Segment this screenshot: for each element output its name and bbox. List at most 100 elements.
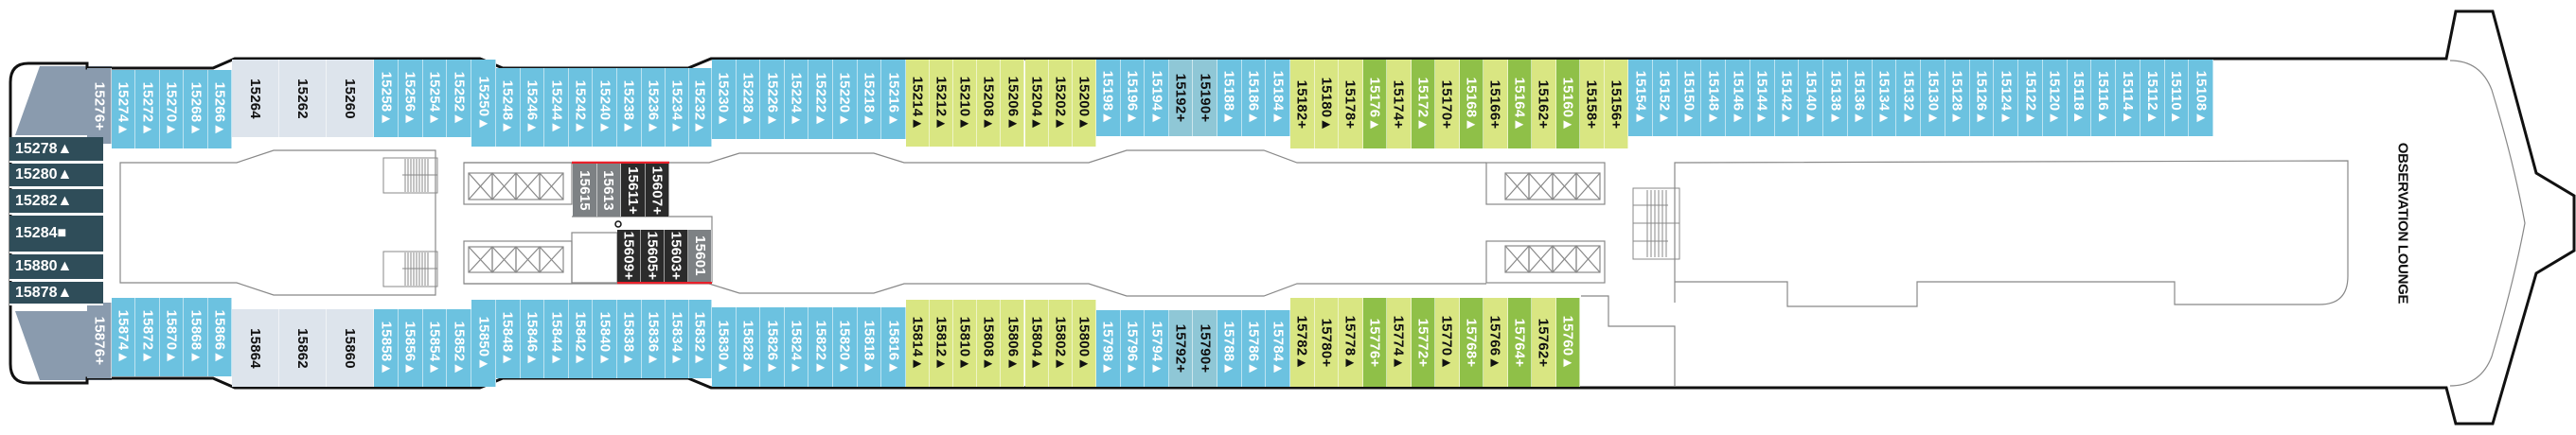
cabin-15218[interactable]: 15218▲ [857,60,882,139]
cabin-15250[interactable]: 15250▲ [471,60,496,147]
cabin-15206[interactable]: 15206▲ [1001,60,1025,147]
cabin-15280[interactable]: 15280▲ [9,164,103,188]
cabin-15188[interactable]: 15188▲ [1217,60,1242,136]
cabin-15202[interactable]: 15202▲ [1048,60,1073,147]
cabin-15814[interactable]: 15814▲ [906,300,931,387]
cabin-15162[interactable]: 15162+ [1532,60,1556,148]
cabin-15268[interactable]: 15268▲ [184,70,208,148]
cabin-15860[interactable]: 15860 [327,309,374,387]
cabin-15766[interactable]: 15766▲ [1483,298,1508,387]
cabin-15178[interactable]: 15178+ [1339,60,1363,148]
cabin-15228[interactable]: 15228▲ [736,60,761,139]
cabin-15782[interactable]: 15782▲ [1290,298,1315,387]
cabin-15808[interactable]: 15808▲ [977,300,1002,387]
cabin-15276[interactable]: 15276+ [87,68,112,144]
cabin-15130[interactable]: 15130▲ [1921,60,1945,136]
cabin-15880[interactable]: 15880▲ [9,254,103,281]
cabin-15842[interactable]: 15842▲ [568,300,594,378]
cabin-15788[interactable]: 15788▲ [1217,310,1242,387]
cabin-15248[interactable]: 15248▲ [496,68,521,147]
cabin-15260[interactable]: 15260 [327,60,374,137]
cabin-15150[interactable]: 15150▲ [1677,60,1702,136]
cabin-15810[interactable]: 15810▲ [953,300,978,387]
cabin-15116[interactable]: 15116▲ [2091,60,2116,136]
cabin-15134[interactable]: 15134▲ [1872,60,1897,136]
cabin-15196[interactable]: 15196▲ [1120,60,1146,136]
cabin-15232[interactable]: 15232▲ [688,68,712,147]
cabin-15182[interactable]: 15182+ [1290,60,1315,148]
cabin-15828[interactable]: 15828▲ [736,307,761,387]
cabin-15114[interactable]: 15114▲ [2116,60,2141,136]
cabin-15258[interactable]: 15258▲ [374,60,399,137]
cabin-15266[interactable]: 15266▲ [207,70,232,148]
cabin-15192[interactable]: 15192+ [1168,60,1194,136]
cabin-15272[interactable]: 15272▲ [135,70,160,148]
cabin-15246[interactable]: 15246▲ [520,68,545,147]
cabin-15124[interactable]: 15124▲ [1994,60,2018,136]
cabin-15236[interactable]: 15236▲ [641,68,666,147]
cabin-15776[interactable]: 15776+ [1362,298,1387,387]
cabin-15824[interactable]: 15824▲ [784,307,809,387]
cabin-15818[interactable]: 15818▲ [857,307,882,387]
cabin-15176[interactable]: 15176▲ [1362,60,1387,148]
cabin-15844[interactable]: 15844▲ [544,300,569,378]
cabin-15174[interactable]: 15174+ [1387,60,1412,148]
cabin-15230[interactable]: 15230▲ [712,60,737,139]
cabin-15848[interactable]: 15848▲ [496,300,521,378]
cabin-15762[interactable]: 15762+ [1532,298,1556,387]
cabin-15780[interactable]: 15780+ [1314,298,1339,387]
cabin-15200[interactable]: 15200▲ [1072,60,1096,147]
cabin-15856[interactable]: 15856▲ [398,309,423,387]
cabin-15212[interactable]: 15212▲ [930,60,954,147]
cabin-15764[interactable]: 15764+ [1507,298,1532,387]
cabin-15146[interactable]: 15146▲ [1726,60,1750,136]
cabin-15770[interactable]: 15770▲ [1435,298,1460,387]
cabin-15798[interactable]: 15798▲ [1096,310,1121,387]
cabin-15802[interactable]: 15802▲ [1048,300,1073,387]
cabin-15836[interactable]: 15836▲ [641,300,666,378]
cabin-15186[interactable]: 15186▲ [1241,60,1267,136]
cabin-15158[interactable]: 15158+ [1580,60,1605,148]
cabin-15172[interactable]: 15172▲ [1411,60,1435,148]
cabin-15254[interactable]: 15254▲ [422,60,448,137]
cabin-15166[interactable]: 15166+ [1483,60,1508,148]
cabin-15226[interactable]: 15226▲ [760,60,785,139]
cabin-15820[interactable]: 15820▲ [833,307,858,387]
cabin-15862[interactable]: 15862 [279,309,327,387]
cabin-15796[interactable]: 15796▲ [1120,310,1146,387]
cabin-15118[interactable]: 15118▲ [2067,60,2092,136]
cabin-15222[interactable]: 15222▲ [808,60,833,139]
cabin-15274[interactable]: 15274▲ [112,70,136,148]
cabin-15760[interactable]: 15760▲ [1555,298,1580,387]
cabin-15262[interactable]: 15262 [279,60,327,137]
cabin-15786[interactable]: 15786▲ [1241,310,1267,387]
cabin-15164[interactable]: 15164▲ [1507,60,1532,148]
cabin-15140[interactable]: 15140▲ [1799,60,1823,136]
cabin-15822[interactable]: 15822▲ [808,307,833,387]
cabin-15240[interactable]: 15240▲ [593,68,617,147]
cabin-15126[interactable]: 15126▲ [1969,60,1995,136]
cabin-15128[interactable]: 15128▲ [1945,60,1970,136]
cabin-15603[interactable]: 15603+ [665,230,688,282]
cabin-15152[interactable]: 15152▲ [1652,60,1678,136]
cabin-15216[interactable]: 15216▲ [881,60,906,139]
cabin-15800[interactable]: 15800▲ [1072,300,1096,387]
cabin-15194[interactable]: 15194▲ [1145,60,1169,136]
cabin-15278[interactable]: 15278▲ [9,137,103,163]
cabin-15812[interactable]: 15812▲ [930,300,954,387]
cabin-15826[interactable]: 15826▲ [760,307,785,387]
cabin-15224[interactable]: 15224▲ [784,60,809,139]
cabin-15868[interactable]: 15868▲ [184,298,208,376]
cabin-15198[interactable]: 15198▲ [1096,60,1121,136]
cabin-15866[interactable]: 15866▲ [207,298,232,376]
cabin-15148[interactable]: 15148▲ [1701,60,1726,136]
cabin-15615[interactable]: 15615 [573,164,597,217]
cabin-15772[interactable]: 15772+ [1411,298,1435,387]
cabin-15138[interactable]: 15138▲ [1823,60,1848,136]
cabin-15816[interactable]: 15816▲ [881,307,906,387]
cabin-15256[interactable]: 15256▲ [398,60,423,137]
cabin-15204[interactable]: 15204▲ [1024,60,1049,147]
cabin-15214[interactable]: 15214▲ [906,60,931,147]
cabin-15110[interactable]: 15110▲ [2164,60,2190,136]
cabin-15120[interactable]: 15120▲ [2042,60,2068,136]
